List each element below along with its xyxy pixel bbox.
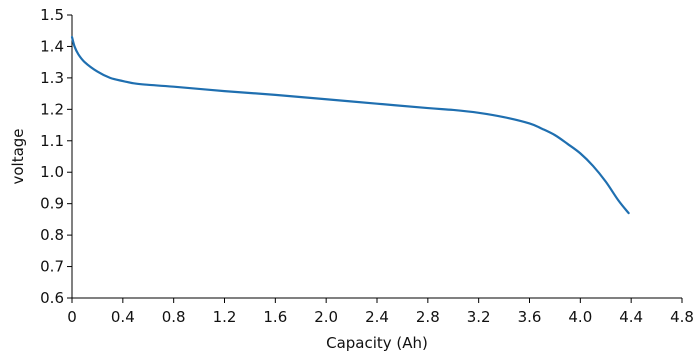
- x-ticks: 0 0.4 0.8 1.2 1.6 2.0 2.4 2.8 3.2 3.6 4.0 4.4 4.8: [67, 298, 694, 326]
- axes: [71, 15, 682, 299]
- y-tick-label: 1.5: [40, 6, 64, 24]
- x-tick-label: 0.4: [111, 308, 135, 326]
- y-tick-label: 1.2: [40, 100, 64, 118]
- y-tick-label: 0.8: [40, 226, 64, 244]
- x-tick-label: 3.2: [467, 308, 491, 326]
- x-tick-label: 4.8: [670, 308, 694, 326]
- y-tick-label: 0.9: [40, 195, 64, 213]
- series-line-0: [70, 35, 630, 215]
- series-layer: [70, 35, 630, 215]
- y-tick-label: 1.0: [40, 163, 64, 181]
- y-ticks: 0.6 0.7 0.8 0.9 1.0 1.1 1.2 1.3 1.4 1.5: [40, 6, 72, 307]
- y-tick-label: 0.7: [40, 258, 64, 276]
- x-tick-label: 4.0: [568, 308, 592, 326]
- x-tick-label: 0.8: [162, 308, 186, 326]
- y-tick-label: 1.1: [40, 132, 64, 150]
- y-tick-label: 1.3: [40, 69, 64, 87]
- x-tick-label: 2.0: [314, 308, 338, 326]
- x-axis-title: Capacity (Ah): [326, 334, 428, 352]
- x-tick-label: 2.4: [365, 308, 389, 326]
- x-tick-label: 2.8: [416, 308, 440, 326]
- x-tick-label: 0: [67, 308, 77, 326]
- y-tick-label: 0.6: [40, 289, 64, 307]
- x-tick-label: 3.6: [518, 308, 542, 326]
- y-axis-title: voltage: [9, 128, 27, 184]
- x-tick-label: 1.2: [213, 308, 237, 326]
- y-tick-label: 1.4: [40, 37, 64, 55]
- x-tick-label: 4.4: [619, 308, 643, 326]
- x-tick-label: 1.6: [263, 308, 287, 326]
